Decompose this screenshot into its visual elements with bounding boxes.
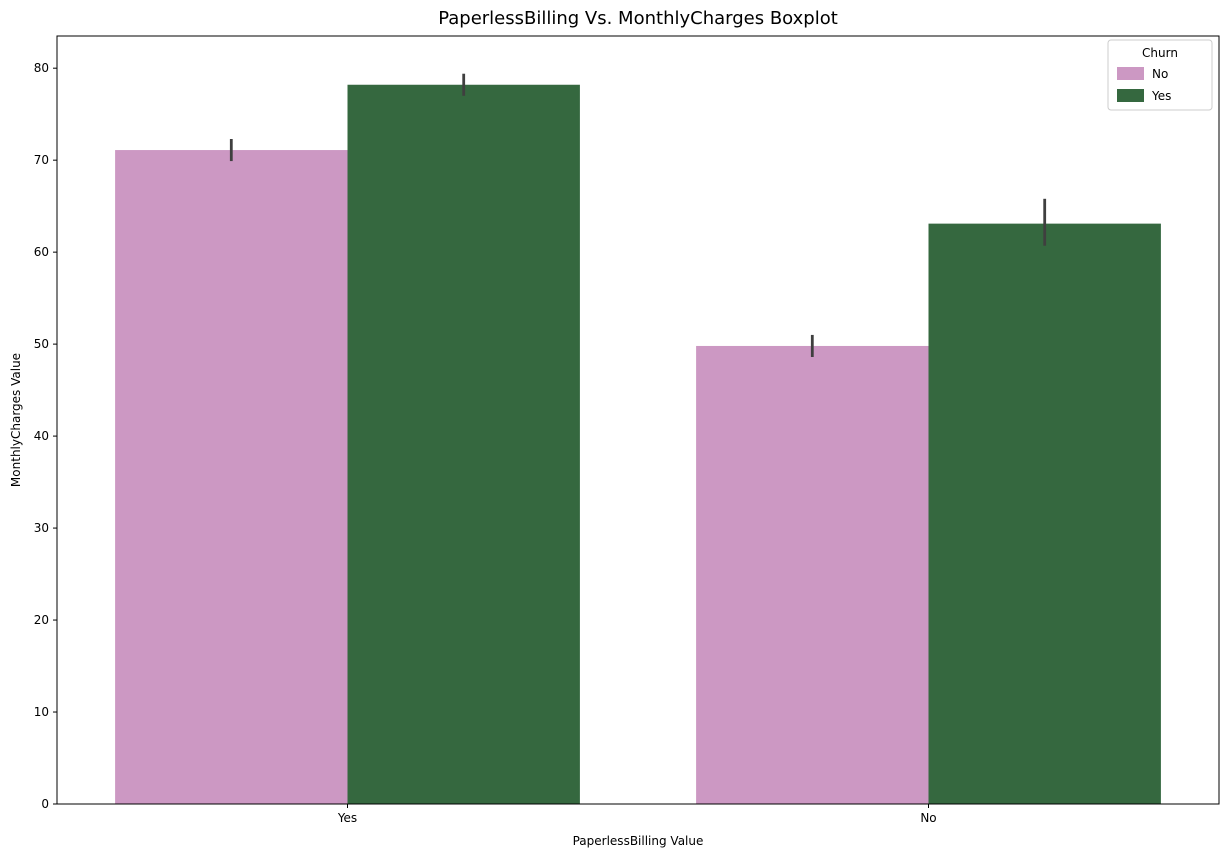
- y-tick-label: 10: [34, 705, 49, 719]
- bar-no-no: [696, 345, 929, 804]
- y-tick-label: 20: [34, 613, 49, 627]
- legend-label-no: No: [1152, 67, 1168, 81]
- legend-label-yes: Yes: [1151, 89, 1171, 103]
- chart-title: PaperlessBilling Vs. MonthlyCharges Boxp…: [438, 8, 838, 29]
- y-tick-label: 70: [34, 153, 49, 167]
- x-tick-label: Yes: [337, 811, 357, 825]
- axes-frame: [56, 35, 1220, 805]
- x-axis-label: PaperlessBilling Value: [573, 834, 704, 848]
- legend-swatch-yes: [1117, 89, 1144, 102]
- bar-yes-yes: [347, 84, 580, 804]
- legend: Churn No Yes: [1107, 39, 1213, 111]
- bar-yes-no: [115, 150, 348, 804]
- bar-no-yes: [928, 223, 1161, 805]
- y-axis-label: MonthlyCharges Value: [9, 353, 23, 487]
- plot-area: Yes No 0 10 20 30 40 50 60 70 80: [34, 35, 1220, 825]
- legend-swatch-no: [1117, 67, 1144, 80]
- y-tick-label: 80: [34, 61, 49, 75]
- y-tick-label: 0: [41, 797, 49, 811]
- y-tick-label: 40: [34, 429, 49, 443]
- legend-title: Churn: [1142, 46, 1178, 60]
- x-tick-label: No: [920, 811, 936, 825]
- y-tick-label: 50: [34, 337, 49, 351]
- y-tick-label: 30: [34, 521, 49, 535]
- y-tick-label: 60: [34, 245, 49, 259]
